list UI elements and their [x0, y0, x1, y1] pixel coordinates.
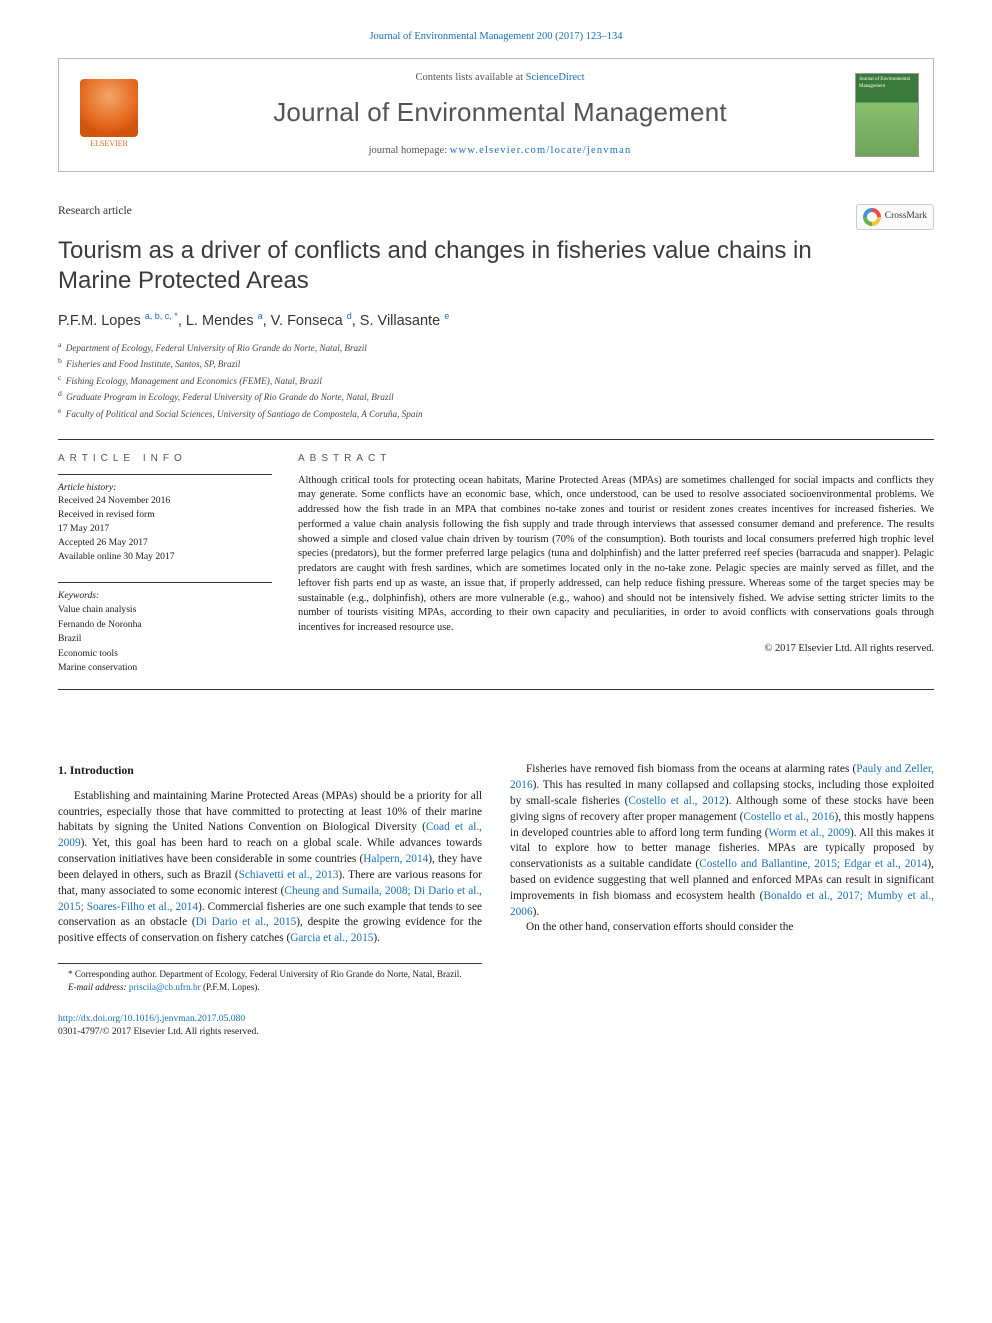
- corresponding-author-text: * Corresponding author. Department of Ec…: [58, 968, 482, 981]
- affiliations: a Department of Ecology, Federal Univers…: [58, 339, 934, 421]
- keywords-block: Keywords: Value chain analysisFernando d…: [58, 582, 272, 675]
- journal-header-box: ELSEVIER Contents lists available at Sci…: [58, 58, 934, 171]
- cite-costello-ballantine-2015[interactable]: Costello and Ballantine, 2015; Edgar et …: [699, 858, 927, 870]
- affiliation-line: e Faculty of Political and Social Scienc…: [58, 405, 934, 421]
- keyword: Brazil: [58, 632, 272, 646]
- abstract-copyright: © 2017 Elsevier Ltd. All rights reserved…: [298, 642, 934, 656]
- keyword: Fernando de Noronha: [58, 618, 272, 632]
- intro-para-3: On the other hand, conservation efforts …: [510, 920, 934, 936]
- history-line: Available online 30 May 2017: [58, 550, 272, 564]
- keyword: Economic tools: [58, 647, 272, 661]
- intro-para-2: Fisheries have removed fish biomass from…: [510, 762, 934, 920]
- affiliation-line: c Fishing Ecology, Management and Econom…: [58, 372, 934, 388]
- cite-schiavetti-2013[interactable]: Schiavetti et al., 2013: [239, 869, 339, 881]
- cite-halpern-2014[interactable]: Halpern, 2014: [363, 853, 428, 865]
- contents-lists-line: Contents lists available at ScienceDirec…: [163, 71, 837, 85]
- article-info-column: ARTICLE INFO Article history: Received 2…: [58, 452, 272, 675]
- cite-garcia-2015[interactable]: Garcia et al., 2015: [290, 932, 373, 944]
- article-info-heading: ARTICLE INFO: [58, 452, 272, 466]
- history-line: Received in revised form: [58, 508, 272, 522]
- cite-costello-2012[interactable]: Costello et al., 2012: [628, 795, 724, 807]
- journal-name: Journal of Environmental Management: [163, 95, 837, 130]
- intro-para-1: Establishing and maintaining Marine Prot…: [58, 789, 482, 947]
- homepage-link[interactable]: www.elsevier.com/locate/jenvman: [450, 145, 632, 156]
- crossmark-label: CrossMark: [885, 210, 927, 223]
- header-citation: Journal of Environmental Management 200 …: [58, 30, 934, 44]
- journal-cover-thumbnail[interactable]: Journal of Environmental Management: [855, 73, 919, 157]
- affiliation-line: d Graduate Program in Ecology, Federal U…: [58, 388, 934, 404]
- doi-link[interactable]: http://dx.doi.org/10.1016/j.jenvman.2017…: [58, 1013, 245, 1024]
- email-author-suffix: (P.F.M. Lopes).: [203, 982, 260, 992]
- corresponding-author-footnote: * Corresponding author. Department of Ec…: [58, 963, 482, 994]
- keyword: Value chain analysis: [58, 603, 272, 617]
- article-type: Research article: [58, 204, 132, 220]
- sciencedirect-link[interactable]: ScienceDirect: [526, 72, 585, 83]
- author-list: P.F.M. Lopes a, b, c, *, L. Mendes a, V.…: [58, 310, 934, 331]
- corresponding-email-link[interactable]: priscila@cb.ufrn.br: [129, 982, 201, 992]
- history-line: 17 May 2017: [58, 522, 272, 536]
- keywords-label: Keywords:: [58, 589, 272, 603]
- abstract-heading: ABSTRACT: [298, 452, 934, 466]
- header-center: Contents lists available at ScienceDirec…: [163, 71, 837, 158]
- elsevier-tree-icon: [80, 79, 138, 137]
- crossmark-icon: [863, 208, 881, 226]
- article-title: Tourism as a driver of conflicts and cha…: [58, 236, 872, 296]
- abstract-text: Although critical tools for protecting o…: [298, 474, 934, 636]
- issn-copyright: 0301-4797/© 2017 Elsevier Ltd. All right…: [58, 1026, 259, 1037]
- crossmark-badge[interactable]: CrossMark: [856, 204, 934, 230]
- cite-costello-2016[interactable]: Costello et al., 2016: [743, 811, 834, 823]
- article-history: Article history: Received 24 November 20…: [58, 474, 272, 564]
- affiliation-line: b Fisheries and Food Institute, Santos, …: [58, 355, 934, 371]
- history-label: Article history:: [58, 481, 272, 495]
- cite-worm-2009[interactable]: Worm et al., 2009: [768, 827, 850, 839]
- publisher-name: ELSEVIER: [73, 139, 145, 150]
- section-1-heading: 1. Introduction: [58, 762, 482, 779]
- email-label: E-mail address:: [68, 982, 127, 992]
- affiliation-line: a Department of Ecology, Federal Univers…: [58, 339, 934, 355]
- keyword: Marine conservation: [58, 661, 272, 675]
- elsevier-logo[interactable]: ELSEVIER: [73, 79, 145, 150]
- abstract-column: ABSTRACT Although critical tools for pro…: [298, 452, 934, 675]
- homepage-line: journal homepage: www.elsevier.com/locat…: [163, 144, 837, 158]
- history-line: Accepted 26 May 2017: [58, 536, 272, 550]
- history-line: Received 24 November 2016: [58, 494, 272, 508]
- cite-didario-2015[interactable]: Di Dario et al., 2015: [196, 916, 297, 928]
- page-footer: http://dx.doi.org/10.1016/j.jenvman.2017…: [58, 1012, 934, 1039]
- body-columns: 1. Introduction Establishing and maintai…: [58, 762, 934, 993]
